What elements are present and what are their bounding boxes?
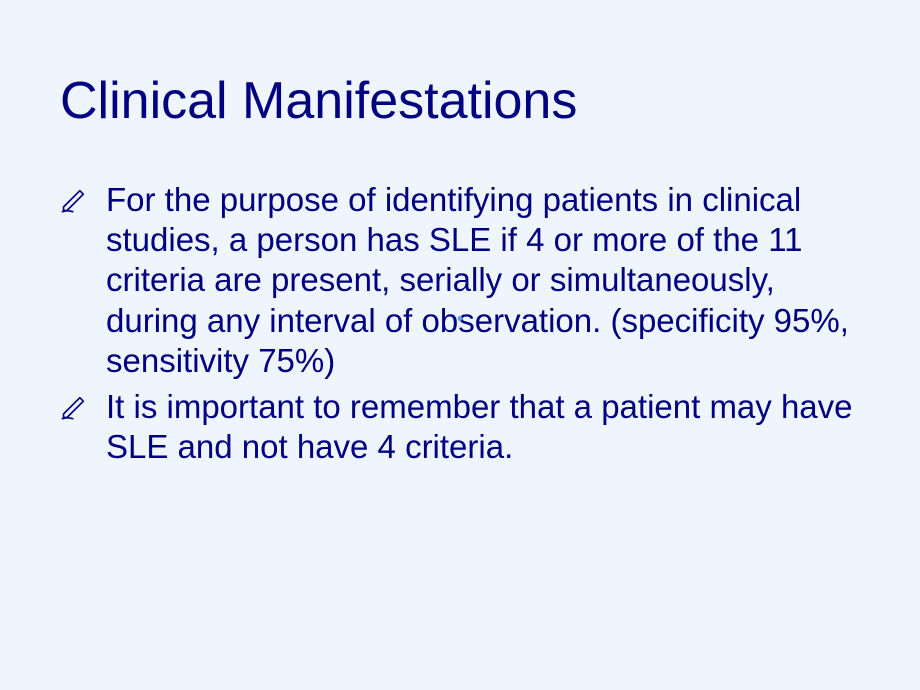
bullet-list: For the purpose of identifying patients … xyxy=(60,180,860,468)
slide: Clinical Manifestations For the purpose … xyxy=(0,0,920,690)
pencil-icon xyxy=(60,393,90,423)
pencil-icon xyxy=(60,186,90,216)
bullet-text: It is important to remember that a patie… xyxy=(106,388,853,465)
list-item: For the purpose of identifying patients … xyxy=(60,180,860,381)
slide-title: Clinical Manifestations xyxy=(60,72,860,132)
list-item: It is important to remember that a patie… xyxy=(60,387,860,468)
center-marker xyxy=(458,316,463,321)
bullet-text: For the purpose of identifying patients … xyxy=(106,181,849,379)
